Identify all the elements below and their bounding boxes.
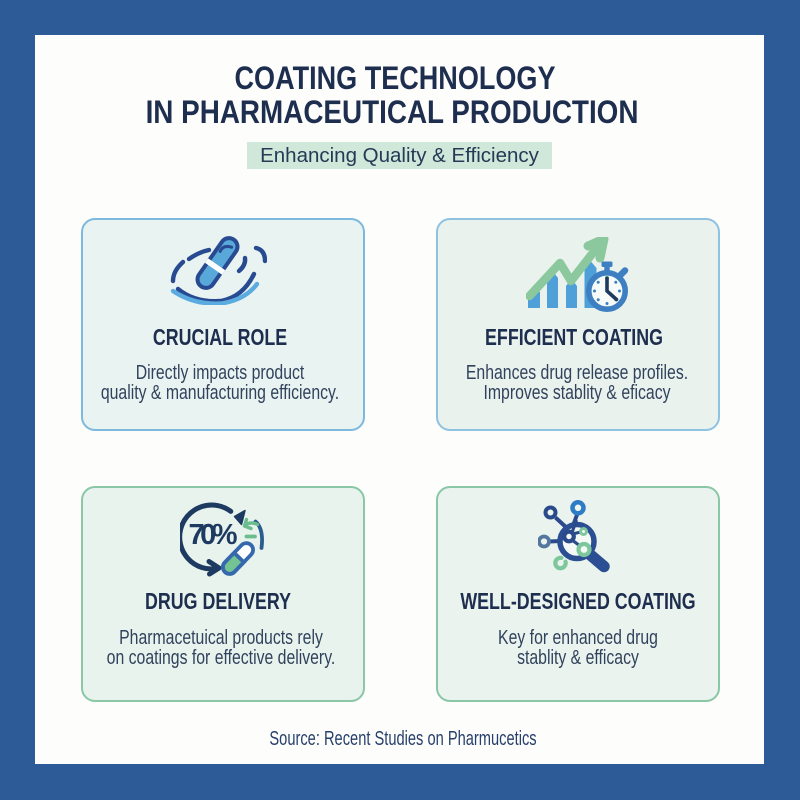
svg-text:70%: 70% bbox=[189, 519, 238, 551]
